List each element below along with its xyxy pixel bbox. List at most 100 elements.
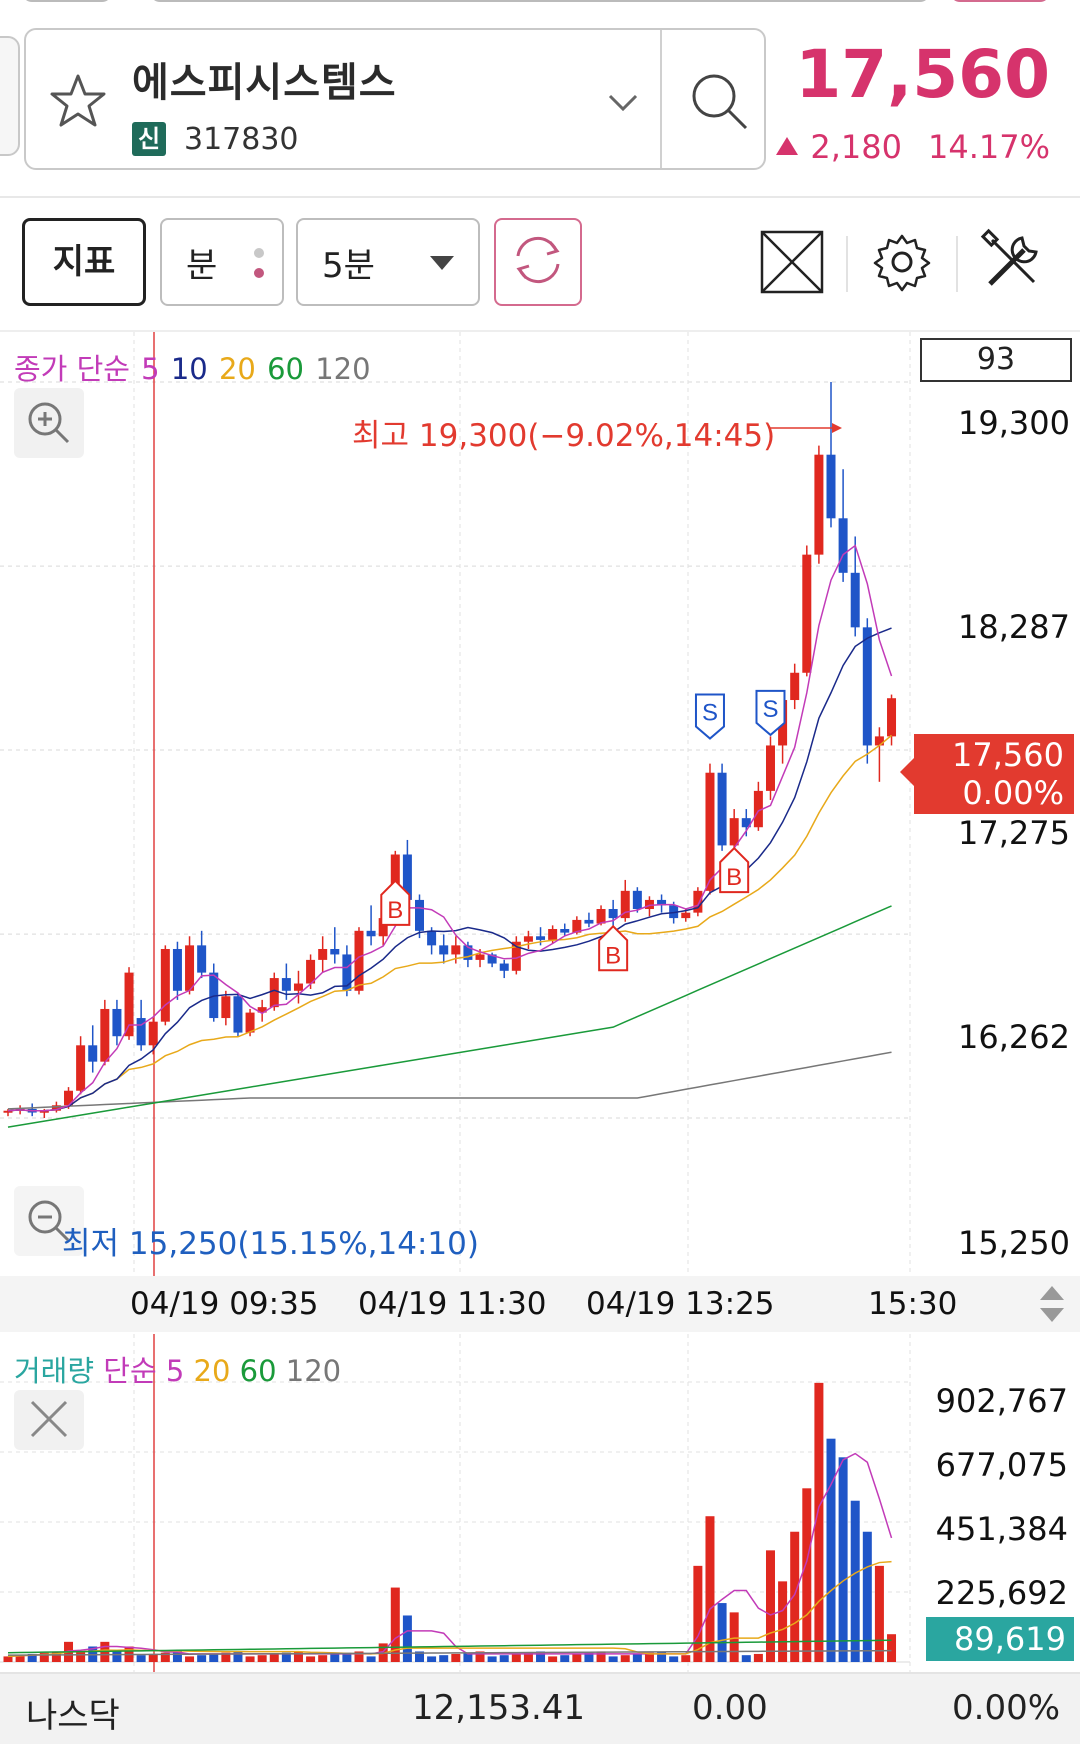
close-volume-button[interactable] bbox=[14, 1390, 84, 1450]
candle-body bbox=[717, 772, 727, 846]
buy-signal-marker-letter: B bbox=[726, 864, 742, 891]
period-dropdown[interactable]: 5분 bbox=[296, 218, 480, 306]
candle-body bbox=[657, 899, 667, 906]
candle-body bbox=[293, 983, 303, 991]
volume-bar bbox=[185, 1656, 195, 1662]
market-badge: 신 bbox=[132, 122, 166, 156]
volume-bar bbox=[415, 1651, 425, 1662]
candle-body bbox=[669, 905, 679, 919]
legend-prefix: 종가 단순 bbox=[14, 352, 130, 386]
volume-bar bbox=[318, 1655, 328, 1662]
candle-body bbox=[729, 818, 739, 846]
vol-ma120-line bbox=[7, 1649, 892, 1656]
star-icon[interactable] bbox=[48, 72, 108, 132]
candle-body bbox=[3, 1110, 13, 1113]
candle-body bbox=[560, 929, 570, 933]
index-ticker-bar[interactable]: 나스닥 12,153.41 0.00 0.00% bbox=[0, 1672, 1080, 1744]
tag-notch bbox=[900, 758, 914, 786]
volume-bar bbox=[51, 1651, 61, 1662]
time-axis-label: 04/19 09:35 bbox=[130, 1286, 319, 1322]
candle-body bbox=[88, 1045, 98, 1062]
chevron-down-icon[interactable] bbox=[606, 85, 640, 119]
candle-body bbox=[790, 672, 800, 701]
volume-bar bbox=[511, 1653, 521, 1662]
volume-bar bbox=[523, 1652, 533, 1662]
volume-bar bbox=[596, 1651, 606, 1662]
updown-scroll-icon[interactable] bbox=[1034, 1280, 1070, 1328]
sell-signal-marker: S bbox=[755, 689, 786, 737]
candle-body bbox=[874, 736, 884, 746]
candle-body bbox=[160, 948, 170, 1022]
volume-bar bbox=[136, 1655, 146, 1662]
volume-bar bbox=[245, 1656, 255, 1662]
volume-bar bbox=[778, 1581, 788, 1662]
volume-bar bbox=[197, 1655, 207, 1662]
top-strip bbox=[0, 0, 1080, 8]
volume-bar bbox=[765, 1550, 775, 1662]
caret-down-icon bbox=[430, 256, 454, 270]
volume-axis-label: 902,767 bbox=[935, 1382, 1068, 1420]
index-percent: 0.00% bbox=[952, 1688, 1061, 1728]
volume-bar bbox=[620, 1655, 630, 1662]
side-tab-handle[interactable] bbox=[0, 36, 20, 156]
volume-bar bbox=[3, 1656, 13, 1662]
volume-bar bbox=[451, 1653, 461, 1662]
unit-label: 분 bbox=[186, 246, 218, 286]
search-icon[interactable] bbox=[686, 68, 756, 138]
divider bbox=[660, 30, 662, 168]
candle-body bbox=[185, 945, 195, 991]
top-tab-fragment[interactable] bbox=[22, 0, 112, 2]
volume-bar bbox=[584, 1652, 594, 1662]
candle-body bbox=[887, 698, 897, 737]
candle-body bbox=[826, 454, 836, 519]
volume-bar bbox=[874, 1565, 884, 1662]
vol-legend-ma5: 5 bbox=[165, 1354, 185, 1388]
high-annotation: 최고 19,300(−9.02%,14:45) bbox=[352, 418, 776, 454]
volume-chart[interactable] bbox=[0, 1334, 1080, 1672]
legend-ma120: 120 bbox=[315, 352, 371, 386]
sell-signal-marker-shape bbox=[755, 689, 786, 737]
stock-name: 에스피시스템스 bbox=[132, 60, 397, 106]
price-chart[interactable]: B B B S S bbox=[0, 332, 1080, 1276]
unit-button[interactable]: 분 bbox=[160, 218, 284, 306]
zoom-out-button[interactable] bbox=[14, 1186, 84, 1256]
volume-bar bbox=[741, 1655, 751, 1662]
buy-signal-marker-letter: B bbox=[605, 942, 621, 969]
volume-bar bbox=[330, 1653, 340, 1662]
volume-bar bbox=[887, 1634, 897, 1662]
volume-bar bbox=[390, 1587, 400, 1662]
index-change: 0.00 bbox=[692, 1688, 768, 1728]
stock-selector[interactable]: 에스피시스템스 신 317830 bbox=[24, 28, 766, 170]
volume-bar bbox=[209, 1653, 219, 1662]
data-count-box[interactable]: 93 bbox=[920, 338, 1072, 382]
zoom-in-button[interactable] bbox=[14, 388, 84, 458]
settings-gear-icon[interactable] bbox=[866, 226, 938, 298]
candle-body bbox=[584, 919, 594, 924]
indicator-button[interactable]: 지표 bbox=[22, 218, 146, 306]
candle-body bbox=[427, 930, 437, 946]
dot-icon bbox=[254, 268, 264, 278]
price-axis-label: 18,287 bbox=[958, 608, 1070, 646]
top-button-fragment[interactable] bbox=[950, 0, 1050, 2]
candle-body bbox=[596, 909, 606, 924]
period-label: 5분 bbox=[322, 246, 375, 286]
time-axis-label: 04/19 11:30 bbox=[358, 1286, 547, 1322]
candle-body bbox=[76, 1045, 86, 1091]
top-bar-fragment[interactable] bbox=[150, 0, 930, 2]
dot-icon bbox=[254, 248, 264, 258]
volume-bar bbox=[402, 1615, 412, 1662]
tools-icon[interactable] bbox=[976, 226, 1048, 298]
volume-bar bbox=[608, 1656, 618, 1662]
time-axis: 04/19 09:35 04/19 11:30 04/19 13:25 15:3… bbox=[0, 1276, 1080, 1332]
candle-body bbox=[64, 1090, 74, 1106]
candle-body bbox=[632, 890, 642, 910]
buy-signal-marker: B bbox=[719, 846, 750, 894]
vol-ma60-line bbox=[7, 1639, 892, 1654]
volume-bar bbox=[39, 1652, 49, 1662]
buy-signal-marker: B bbox=[380, 879, 411, 926]
fullscreen-icon[interactable] bbox=[756, 226, 828, 298]
candle-body bbox=[608, 909, 618, 919]
volume-bar bbox=[221, 1652, 231, 1662]
candle-body bbox=[354, 930, 364, 991]
refresh-button[interactable] bbox=[494, 218, 582, 306]
